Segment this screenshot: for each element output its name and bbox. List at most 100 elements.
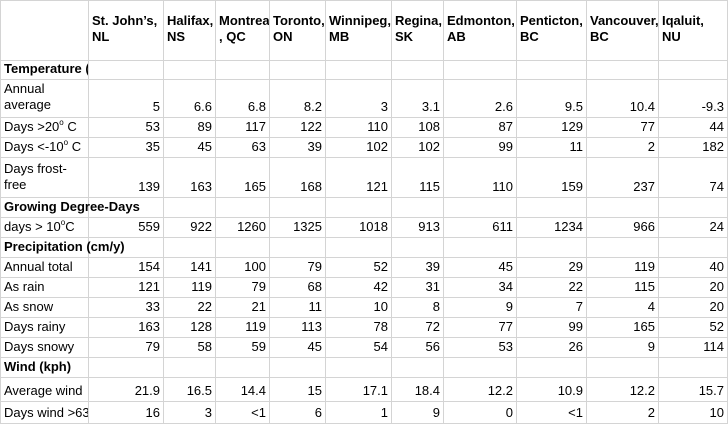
table-cell: 99	[443, 137, 517, 158]
row-label: As snow	[0, 297, 89, 318]
section-temperature: Temperature (oC)	[0, 60, 89, 80]
table-cell: 12.2	[586, 377, 659, 402]
section-row: Growing Degree-Days	[0, 197, 728, 218]
table-row: As rain 121 119 79 68 42 31 34 22 115 20	[0, 277, 728, 298]
table-cell: 77	[443, 317, 517, 338]
table-cell: 237	[586, 157, 659, 198]
table-cell: 89	[163, 117, 216, 138]
table-cell: 115	[586, 277, 659, 298]
table-cell: 52	[325, 257, 392, 278]
table-cell: 56	[391, 337, 444, 358]
row-label: As rain	[0, 277, 89, 298]
table-cell: 87	[443, 117, 517, 138]
table-cell: <1	[215, 401, 270, 424]
section-precip: Precipitation (cm/y)	[0, 237, 125, 258]
table-cell: 72	[391, 317, 444, 338]
table-cell: 42	[325, 277, 392, 298]
table-cell: 40	[658, 257, 728, 278]
table-cell: 99	[516, 317, 587, 338]
table-cell: 44	[658, 117, 728, 138]
column-header: Edmonton, AB	[443, 0, 517, 61]
table-cell: 58	[163, 337, 216, 358]
table-cell: 77	[586, 117, 659, 138]
table-cell: 52	[658, 317, 728, 338]
table-cell: 35	[88, 137, 164, 158]
table-cell: 53	[443, 337, 517, 358]
table-cell: 1018	[325, 217, 392, 238]
table-cell: 117	[215, 117, 270, 138]
table-cell: 110	[443, 157, 517, 198]
table-cell: 154	[88, 257, 164, 278]
row-label: Annual total	[0, 257, 89, 278]
table-cell: 11	[516, 137, 587, 158]
table-cell: 79	[88, 337, 164, 358]
table-row: Days >20o C 53 89 117 122 110 108 87 129 77 44	[0, 117, 728, 138]
table-cell: <1	[516, 401, 587, 424]
corner-cell	[0, 0, 89, 61]
table-cell: 20	[658, 297, 728, 318]
table-cell: 16	[88, 401, 164, 424]
table-cell: 59	[215, 337, 270, 358]
section-row: Temperature (oC)	[0, 60, 728, 80]
table-cell: 10.9	[516, 377, 587, 402]
table-cell: 0	[443, 401, 517, 424]
table-cell: 74	[658, 157, 728, 198]
row-label: Days snowy	[0, 337, 89, 358]
table-row: Days frost-free 139 163 165 168 121 115 110 159…	[0, 157, 728, 198]
row-label: Days rainy	[0, 317, 89, 338]
section-wind: Wind (kph)	[0, 357, 89, 378]
table-cell: 21	[215, 297, 270, 318]
table-cell: 29	[516, 257, 587, 278]
table-cell: 108	[391, 117, 444, 138]
table-cell: 8.2	[269, 79, 326, 118]
table-cell: 966	[586, 217, 659, 238]
column-header: Halifax, NS	[163, 0, 216, 61]
table-cell: 2	[586, 137, 659, 158]
table-cell: 16.5	[163, 377, 216, 402]
table-cell: 182	[658, 137, 728, 158]
table-cell: 165	[586, 317, 659, 338]
column-header: St. John’s, NL	[88, 0, 164, 61]
table-row: Days snowy 79 58 59 45 54 56 53 26 9 114	[0, 337, 728, 358]
table-cell: 45	[443, 257, 517, 278]
row-label: Average wind	[0, 377, 89, 402]
table-cell: -9.3	[658, 79, 728, 118]
table-cell: 20	[658, 277, 728, 298]
row-label: Days >20o C	[0, 117, 89, 138]
table-row: Annual average 5 6.6 6.8 8.2 3 3.1 2.6 9.5 10.4 -9…	[0, 79, 728, 118]
table-cell: 1234	[516, 217, 587, 238]
table-row: As snow 33 22 21 11 10 8 9 7 4 20	[0, 297, 728, 318]
table-cell: 26	[516, 337, 587, 358]
table-cell: 15	[269, 377, 326, 402]
table-cell: 139	[88, 157, 164, 198]
row-label: Days wind >63	[0, 401, 89, 424]
column-header: Iqaluit, NU	[658, 0, 728, 61]
table-cell: 10.4	[586, 79, 659, 118]
table-cell: 11	[269, 297, 326, 318]
table-cell: 1260	[215, 217, 270, 238]
column-header: Montreal, QC	[215, 0, 270, 61]
row-label: days > 10oC	[0, 217, 89, 238]
table-cell: 45	[269, 337, 326, 358]
column-header: Toronto, ON	[269, 0, 326, 61]
section-gdd: Growing Degree-Days	[0, 197, 140, 218]
table-cell: 17.1	[325, 377, 392, 402]
table-row: Annual total 154 141 100 79 52 39 45 29 119 40	[0, 257, 728, 278]
table-cell: 14.4	[215, 377, 270, 402]
table-cell: 102	[391, 137, 444, 158]
table-cell: 22	[516, 277, 587, 298]
table-cell: 113	[269, 317, 326, 338]
table-cell: 9	[586, 337, 659, 358]
column-header: Penticton, BC	[516, 0, 587, 61]
table-cell: 8	[391, 297, 444, 318]
table-cell: 3	[163, 401, 216, 424]
table-cell: 34	[443, 277, 517, 298]
table-cell: 121	[88, 277, 164, 298]
table-cell: 18.4	[391, 377, 444, 402]
table-cell: 559	[88, 217, 164, 238]
table-cell: 9.5	[516, 79, 587, 118]
table-cell: 45	[163, 137, 216, 158]
table-cell: 3	[325, 79, 392, 118]
table-cell: 54	[325, 337, 392, 358]
